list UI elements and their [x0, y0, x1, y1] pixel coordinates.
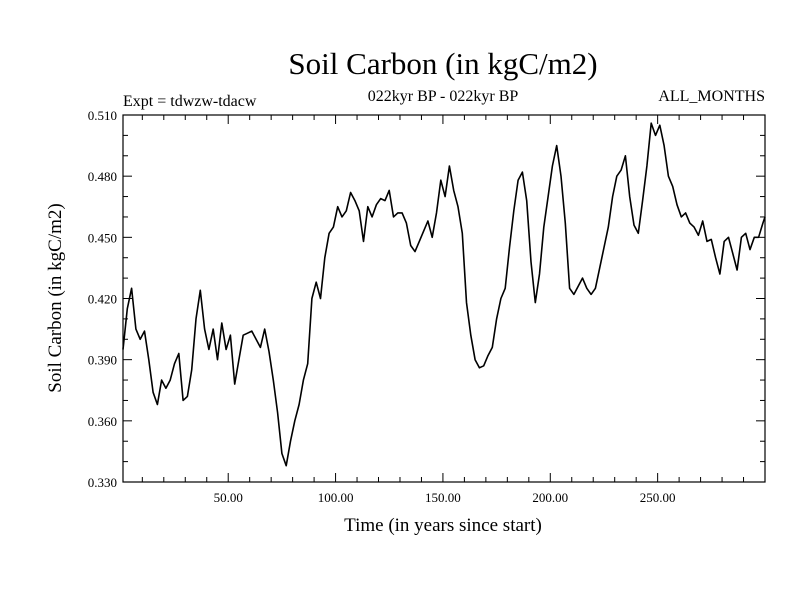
y-tick-label: 0.510 — [88, 108, 117, 123]
y-tick-label: 0.480 — [88, 169, 117, 184]
experiment-label: Expt = tdwzw-tdacw — [123, 93, 257, 110]
chart-subtitle: 022kyr BP - 022kyr BP — [368, 88, 519, 105]
x-tick-label: 250.00 — [640, 490, 676, 505]
y-tick-label: 0.360 — [88, 414, 117, 429]
x-tick-label: 150.00 — [425, 490, 461, 505]
plot-frame — [122, 114, 766, 483]
x-axis-label: Time (in years since start) — [344, 515, 542, 536]
axis-tick-labels: 50.00 100.00 150.00 200.00 250.00 0.330 0.360 0… — [88, 108, 676, 505]
y-tick-label: 0.450 — [88, 230, 117, 245]
x-tick-label: 100.00 — [318, 490, 354, 505]
y-tick-label: 0.420 — [88, 292, 117, 307]
x-tick-label: 200.00 — [532, 490, 568, 505]
chart-title: Soil Carbon (in kgC/m2) — [288, 46, 597, 81]
y-axis-label: Soil Carbon (in kgC/m2) — [45, 203, 66, 392]
axis-ticks — [123, 114, 765, 483]
x-tick-label: 50.00 — [214, 490, 243, 505]
y-tick-label: 0.390 — [88, 353, 117, 368]
series-line — [122, 122, 766, 467]
y-tick-label: 0.330 — [88, 475, 117, 490]
months-label: ALL_MONTHS — [658, 88, 765, 105]
